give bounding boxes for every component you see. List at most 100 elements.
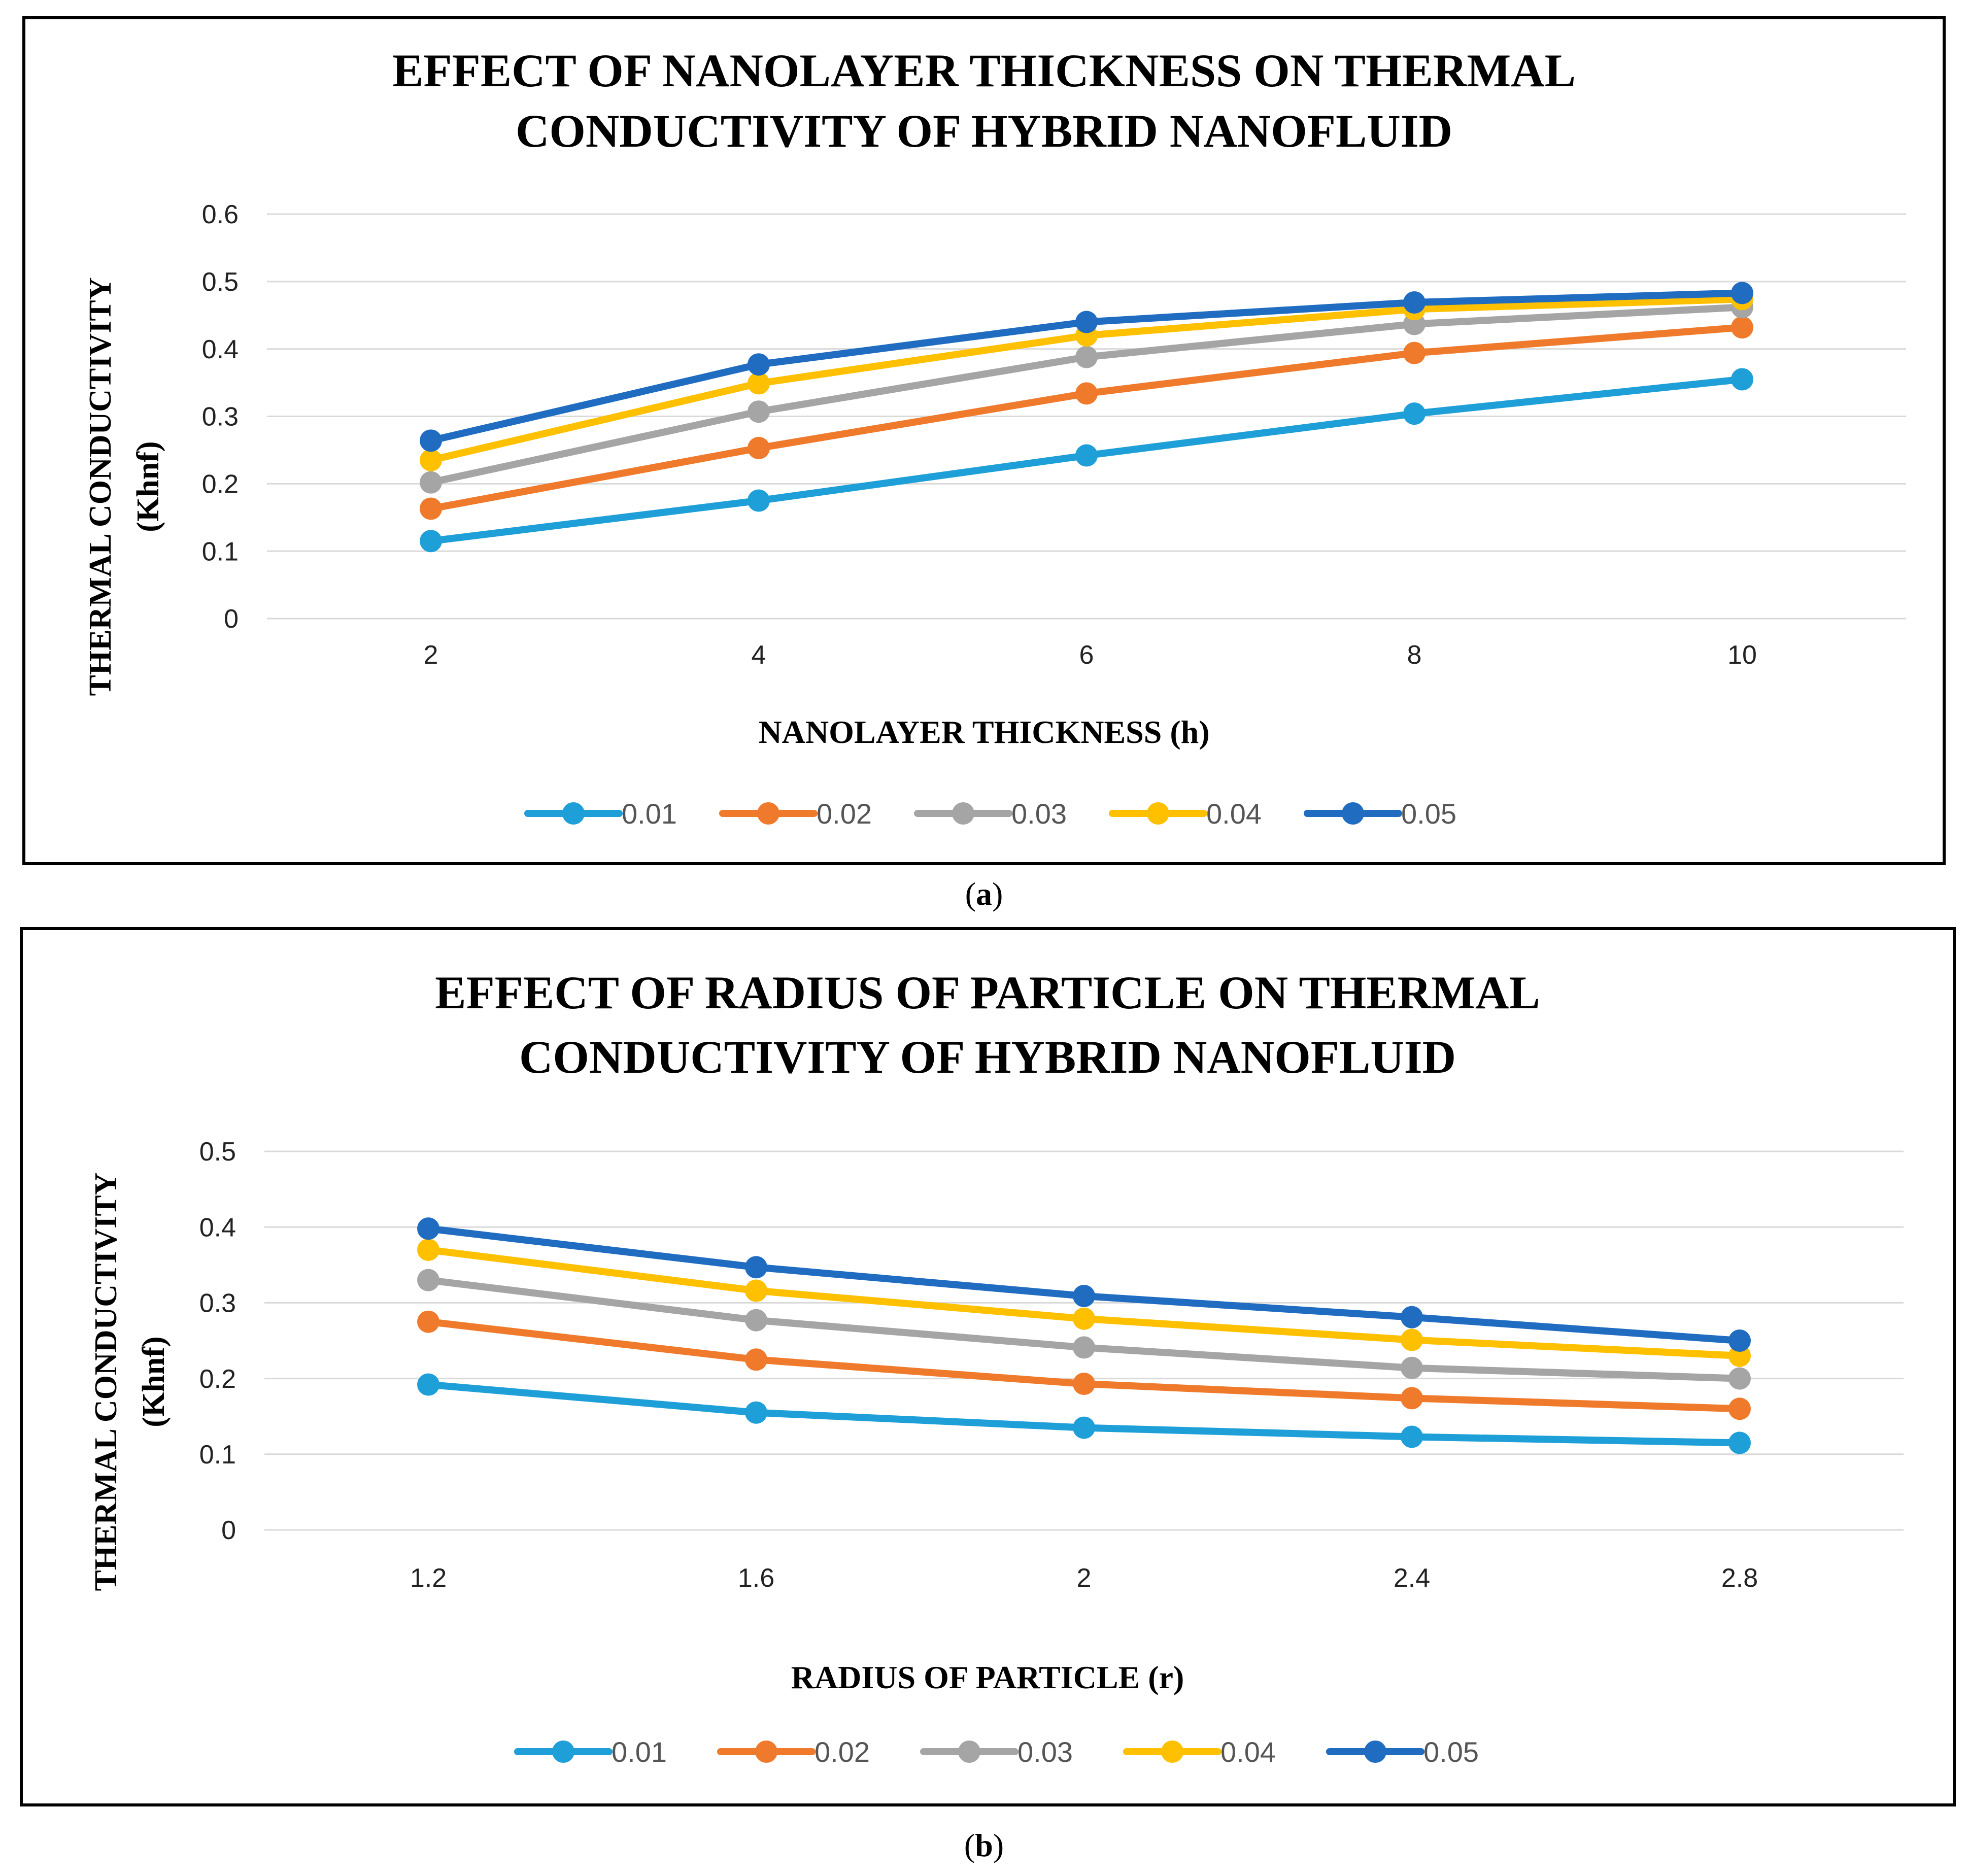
chart-b-y-tick-label: 0.5 (199, 1137, 236, 1167)
chart-a-data-point (1075, 346, 1098, 368)
chart-b-x-tick-label: 1.2 (410, 1563, 447, 1593)
chart-panel-a: EFFECT OF NANOLAYER THICKNESS ON THERMAL… (22, 16, 1946, 865)
chart-a-x-tick-label: 2 (424, 640, 438, 670)
chart-b-y-tick-label: 0 (221, 1516, 236, 1545)
chart-a-title-line: EFFECT OF NANOLAYER THICKNESS ON THERMAL (392, 45, 1576, 96)
caption-a-letter: a (976, 876, 992, 912)
chart-b-data-point (417, 1373, 439, 1396)
chart-b-data-point (1728, 1329, 1751, 1352)
chart-a-legend-item: 0.03 (914, 798, 1067, 830)
chart-a-legend-item: 0.02 (719, 798, 872, 830)
chart-panel-b: EFFECT OF RADIUS OF PARTICLE ON THERMAL C… (20, 927, 1956, 1806)
chart-a-x-axis-label: NANOLAYER THICKNESS (h) (758, 714, 1209, 750)
chart-b-legend-item: 0.05 (1326, 1736, 1479, 1768)
chart-b-legend-swatch-marker (552, 1741, 574, 1763)
chart-b-x-tick-label: 2.8 (1721, 1563, 1758, 1593)
chart-a-data-point (420, 497, 442, 520)
caption-b: (b) (0, 1827, 1968, 1864)
chart-b-x-axis-label: RADIUS OF PARTICLE (r) (791, 1659, 1184, 1695)
chart-b-data-point (1728, 1431, 1751, 1454)
chart-b-legend-item: 0.04 (1123, 1736, 1276, 1768)
chart-a-data-point (748, 353, 770, 376)
chart-b-y-axis-label: (Khnf) (137, 1336, 171, 1427)
chart-a-data-point (748, 400, 770, 423)
chart-a-y-tick-label: 0.2 (202, 470, 239, 499)
chart-a-x-tick-label: 6 (1079, 640, 1094, 670)
chart-a-legend-label: 0.02 (817, 798, 872, 830)
chart-b-x-tick-label: 2.4 (1394, 1563, 1430, 1593)
chart-a-y-tick-label: 0.1 (202, 537, 239, 566)
chart-b-data-point (1073, 1307, 1095, 1330)
chart-b-legend-swatch-marker (1161, 1741, 1183, 1763)
chart-a-data-point (1075, 444, 1098, 467)
chart-b-data-point (1073, 1284, 1095, 1307)
chart-b-data-point (1401, 1425, 1423, 1448)
chart-b-series-0.02 (417, 1310, 1751, 1420)
chart-a-data-point (420, 530, 442, 553)
chart-b-data-point (745, 1401, 767, 1424)
chart-b-legend-label: 0.03 (1017, 1736, 1073, 1768)
chart-a-y-tick-label: 0.3 (202, 402, 239, 432)
caption-b-letter: b (975, 1827, 993, 1863)
chart-a-x-tick-label: 4 (752, 640, 766, 670)
chart-b-data-point (1401, 1306, 1423, 1328)
chart-b-y-tick-label: 0.3 (199, 1289, 236, 1318)
chart-b-legend-label: 0.01 (612, 1736, 667, 1768)
chart-a-legend-label: 0.04 (1206, 798, 1262, 830)
chart-b-series-0.03 (417, 1269, 1751, 1390)
chart-b-legend-swatch-marker (755, 1741, 777, 1763)
chart-a-x-tick-label: 10 (1727, 640, 1757, 670)
chart-b-data-point (417, 1269, 439, 1291)
chart-b-data-point (417, 1310, 439, 1333)
chart-b-series-0.04 (417, 1238, 1751, 1367)
chart-a-legend-swatch-marker (757, 802, 779, 825)
chart-b-data-point (1073, 1373, 1095, 1395)
chart-a-data-point (1731, 316, 1753, 339)
chart-a-legend-swatch-marker (952, 802, 974, 825)
chart-a-data-point (748, 489, 770, 512)
chart-b-legend-swatch-marker (1364, 1741, 1386, 1763)
chart-b-data-point (1401, 1356, 1423, 1379)
chart-a-legend-item: 0.04 (1109, 798, 1262, 830)
chart-b-legend-label: 0.02 (815, 1736, 870, 1768)
chart-a-svg: EFFECT OF NANOLAYER THICKNESS ON THERMAL… (83, 45, 1906, 830)
chart-a-legend-item: 0.01 (524, 798, 677, 830)
chart-b-data-point (745, 1279, 767, 1302)
chart-a-y-axis-label: THERMAL CONDUCTIVITY (83, 277, 118, 696)
chart-a-data-point (1403, 342, 1426, 364)
chart-b-legend-item: 0.03 (920, 1736, 1073, 1768)
chart-a-y-tick-label: 0 (224, 604, 239, 634)
chart-a-legend-label: 0.01 (622, 798, 677, 830)
chart-a-legend-item: 0.05 (1304, 798, 1456, 830)
chart-b-legend-swatch-marker (958, 1741, 980, 1763)
chart-b-data-point (417, 1238, 439, 1261)
chart-a-legend-swatch-marker (1342, 802, 1364, 825)
chart-b-series-0.05 (417, 1217, 1751, 1352)
chart-b-data-point (1073, 1416, 1095, 1439)
chart-b-data-point (1401, 1328, 1423, 1351)
chart-a-legend-swatch-marker (1147, 802, 1169, 825)
chart-b-legend-label: 0.04 (1220, 1736, 1276, 1768)
chart-b-title-line: EFFECT OF RADIUS OF PARTICLE ON THERMAL (435, 967, 1540, 1018)
chart-a-data-point (420, 471, 442, 494)
chart-a-legend-label: 0.05 (1401, 798, 1456, 830)
chart-a-series-0.02 (420, 316, 1753, 520)
chart-a-data-point (748, 372, 770, 395)
chart-a-x-tick-label: 8 (1407, 640, 1422, 670)
chart-b-series-0.01 (417, 1373, 1751, 1454)
chart-b-data-point (745, 1256, 767, 1279)
chart-b-y-tick-label: 0.4 (199, 1213, 236, 1242)
caption-a: (a) (0, 875, 1968, 913)
chart-b-series-line (425, 1318, 1743, 1413)
caption-b-close: ) (993, 1827, 1004, 1863)
chart-b-svg: EFFECT OF RADIUS OF PARTICLE ON THERMAL C… (89, 967, 1904, 1768)
chart-a-data-point (1403, 291, 1426, 314)
chart-a-legend-label: 0.03 (1011, 798, 1067, 830)
chart-b-data-point (1401, 1387, 1423, 1410)
caption-b-open: ( (964, 1827, 975, 1863)
chart-b-data-point (417, 1217, 439, 1240)
chart-b-x-tick-label: 2 (1077, 1563, 1092, 1593)
chart-a-title-line: CONDUCTIVITY OF HYBRID NANOFLUID (516, 105, 1452, 157)
chart-a-data-point (420, 449, 442, 471)
chart-b-data-point (745, 1348, 767, 1371)
